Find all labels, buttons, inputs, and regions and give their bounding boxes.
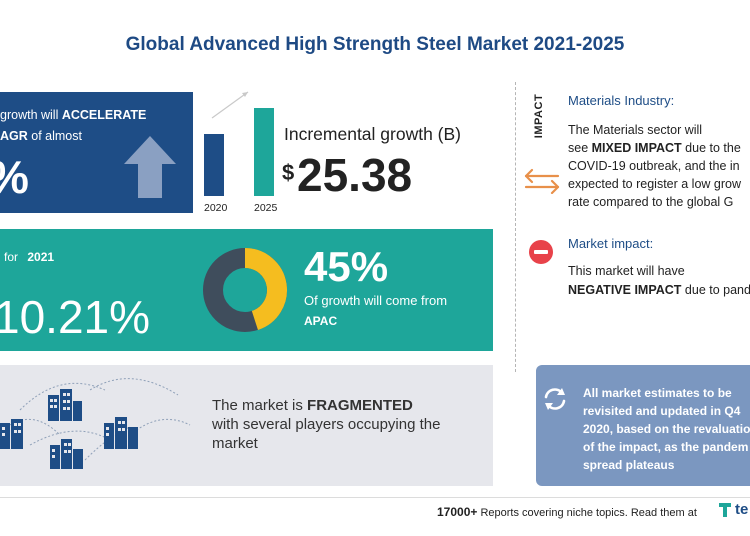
- yoy-label: for 2021: [4, 250, 54, 264]
- currency-symbol: $: [282, 160, 295, 185]
- page-title: Global Advanced High Strength Steel Mark…: [125, 34, 625, 55]
- donut-apac-share: [244, 248, 287, 330]
- trend-line: [211, 91, 249, 119]
- apac-donut-chart: [203, 248, 287, 332]
- growth-line-2: AGR of almost: [0, 129, 82, 143]
- fragmented-line-1-text: The market is: [212, 397, 303, 414]
- yoy-value: 10.21%: [0, 291, 151, 343]
- note-line-4: of the impact, as the pandem: [583, 440, 749, 454]
- growth-line-2-text: of almost: [31, 129, 82, 143]
- materials-mixed-impact: MIXED IMPACT: [591, 141, 682, 155]
- dashed-divider: [515, 82, 516, 372]
- note-line-2: revisited and updated in Q4: [583, 404, 741, 418]
- refresh-icon: [544, 388, 566, 410]
- market-impact-line-2-post: due to pand: [684, 283, 750, 297]
- growth-accelerate: ACCELERATE: [61, 108, 147, 122]
- bar-2020: [204, 134, 224, 196]
- footer-report-count: 17000+: [437, 505, 478, 519]
- growth-cagr: AGR: [0, 129, 28, 143]
- fragmented-line-2: with several players occupying the: [212, 416, 441, 433]
- materials-industry-title: Materials Industry:: [568, 93, 675, 108]
- bar-2025: [254, 108, 274, 196]
- bar-label-2025: 2025: [254, 202, 278, 214]
- impact-tag-text: IMPACT: [533, 93, 545, 139]
- note-line-3: 2020, based on the revaluatio: [583, 422, 750, 436]
- footer-text: 17000+ Reports covering niche topics. Re…: [437, 505, 697, 519]
- logo-text: te: [735, 501, 749, 518]
- estimates-note-panel: All market estimates to be revisited and…: [536, 365, 750, 486]
- donut-hole: [229, 274, 261, 306]
- market-impact-title: Market impact:: [568, 236, 654, 251]
- negative-impact-icon: [529, 240, 553, 264]
- materials-line-2-post: due to the: [685, 141, 741, 155]
- materials-line-4: expected to register a low grow: [568, 177, 742, 191]
- logo-mark-icon: [719, 503, 731, 517]
- growth-bar-chart: 2020 2025: [198, 84, 278, 216]
- brand-logo[interactable]: te: [719, 501, 750, 521]
- growth-cagr-value: %: [0, 150, 29, 204]
- fragmented-line-1: The market is FRAGMENTED: [212, 397, 413, 414]
- footer-report-text: Reports covering niche topics. Read them…: [480, 507, 697, 519]
- buildings-network-icon: [0, 378, 191, 469]
- apac-region: APAC: [304, 314, 338, 328]
- trend-arrowhead: [242, 92, 248, 97]
- market-negative-impact: NEGATIVE IMPACT: [568, 283, 682, 297]
- up-arrow-icon: [124, 136, 176, 198]
- footer-divider: [0, 497, 750, 498]
- yoy-label-text: for: [4, 250, 19, 264]
- growth-line-1: growth will ACCELERATE: [0, 108, 146, 122]
- bar-label-2020: 2020: [204, 202, 228, 214]
- fragmented-line-3: market: [212, 435, 258, 452]
- materials-line-2: see MIXED IMPACT due to the: [568, 139, 750, 157]
- materials-industry-text: The Materials sector will see MIXED IMPA…: [568, 121, 750, 211]
- market-impact-line-2: NEGATIVE IMPACT due to pand: [568, 283, 750, 297]
- impact-tag: IMPACT: [529, 88, 549, 152]
- fragmented-keyword: FRAGMENTED: [307, 397, 413, 414]
- yoy-panel: for 2021 10.21% 45% Of growth will come …: [0, 229, 493, 351]
- materials-line-2-pre: see: [568, 141, 589, 155]
- materials-line-1: The Materials sector will: [568, 123, 703, 137]
- materials-line-3: COVID-19 outbreak, and the in: [568, 159, 740, 173]
- growth-line-1-text: growth will: [0, 108, 59, 122]
- incremental-growth-label: Incremental growth (B): [284, 124, 462, 144]
- note-line-1: All market estimates to be: [583, 386, 732, 400]
- apac-share-value: 45%: [304, 243, 389, 290]
- fragmented-panel: The market is FRAGMENTED with several pl…: [0, 365, 493, 486]
- growth-panel: growth will ACCELERATE AGR of almost %: [0, 92, 193, 213]
- swap-arrows-icon: [524, 168, 560, 194]
- note-line-5: spread plateaus: [583, 458, 675, 472]
- estimates-note-text: All market estimates to be revisited and…: [583, 384, 750, 474]
- bar-chart-svg: [204, 91, 274, 196]
- market-impact-line-1: This market will have: [568, 264, 685, 278]
- incremental-growth-value: 25.38: [297, 149, 413, 201]
- yoy-year: 2021: [27, 250, 55, 264]
- materials-line-5: rate compared to the global G: [568, 195, 734, 209]
- apac-share-desc: Of growth will come from: [304, 293, 448, 308]
